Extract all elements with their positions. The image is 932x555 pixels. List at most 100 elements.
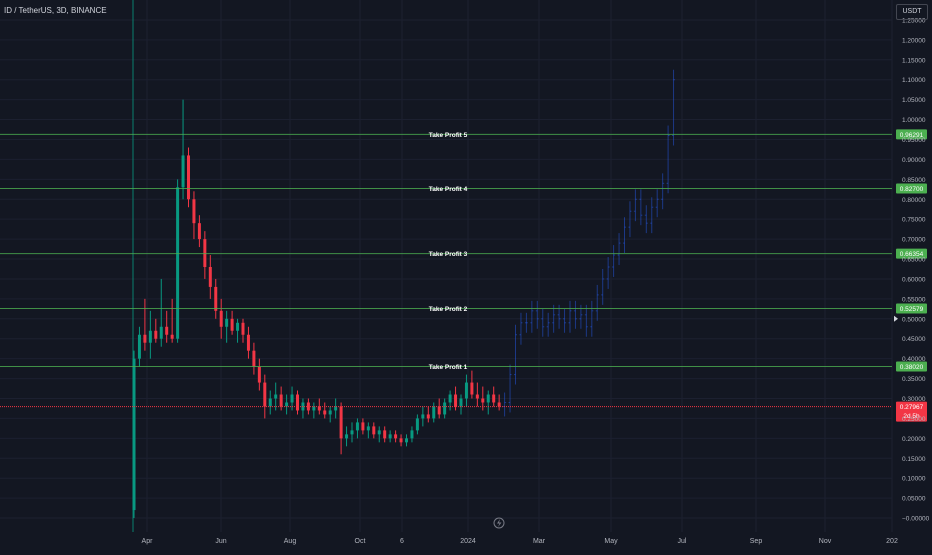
x-tick-label: Nov	[819, 538, 832, 545]
candle-body	[159, 326, 163, 339]
currency-button[interactable]: USDT	[896, 4, 928, 20]
candle-body	[257, 366, 261, 383]
current-price-value: 0.27967	[900, 404, 924, 411]
candle-body	[192, 199, 196, 224]
candle-body	[176, 187, 180, 339]
y-tick-label: 0.60000	[902, 276, 926, 283]
candle-body	[464, 382, 468, 399]
y-tick-label: 0.65000	[902, 257, 926, 264]
candle-body	[225, 318, 229, 327]
y-tick-label: 1.00000	[902, 117, 926, 124]
y-tick-label: 0.40000	[902, 356, 926, 363]
candle-body	[366, 426, 370, 431]
candle-body	[252, 350, 256, 367]
y-tick-label: 0.35000	[902, 376, 926, 383]
countdown-text: 2d 5h	[903, 413, 920, 420]
y-tick-label: 0.30000	[902, 396, 926, 403]
candle-body	[296, 394, 299, 411]
candle-body	[208, 267, 212, 287]
candle-body	[317, 406, 321, 411]
candle-body	[170, 334, 174, 339]
x-tick-label: Aug	[284, 538, 297, 545]
candle-body	[486, 394, 490, 403]
candle-body	[285, 402, 289, 407]
candle-body	[203, 239, 207, 267]
take-profit-label: Take Profit 2	[429, 306, 468, 313]
candle-body	[410, 430, 414, 439]
grid	[0, 0, 893, 532]
take-profit-tag-text: 0.66354	[900, 251, 924, 258]
candle-body	[421, 414, 425, 419]
x-tick-label: Sep	[750, 538, 763, 545]
candle-body	[383, 430, 387, 439]
x-tick-label: May	[604, 538, 618, 545]
take-profit-label: Take Profit 4	[429, 186, 468, 193]
candle-body	[443, 402, 447, 415]
y-tick-label: −0.00000	[902, 516, 930, 523]
candle-body	[475, 394, 479, 399]
take-profit-tag-text: 0.96291	[900, 132, 924, 139]
candle-body	[219, 310, 223, 327]
take-profit-label: Take Profit 1	[429, 364, 468, 371]
candle-body	[415, 418, 419, 431]
take-profit-lines: Take Profit 5 0.96291 Take Profit 4 0.82700…	[0, 129, 927, 372]
y-tick-label: 0.70000	[902, 237, 926, 244]
candle-body	[339, 406, 343, 439]
x-tick-label: Jun	[215, 538, 226, 545]
take-profit-label: Take Profit 3	[429, 251, 468, 258]
take-profit-tag	[896, 303, 927, 314]
candle-body	[263, 382, 267, 407]
candle-body	[246, 334, 250, 351]
y-tick-label: 0.05000	[902, 496, 926, 503]
candle-body	[197, 223, 201, 240]
candle-body	[399, 438, 403, 443]
symbol-title: ID / TetherUS, 3D, BINANCE	[4, 6, 107, 15]
candle-body	[148, 330, 152, 343]
candle-body	[350, 430, 354, 435]
current-price-tag	[896, 401, 927, 422]
candle-body	[334, 406, 338, 411]
candle-body	[181, 155, 185, 188]
candle-body	[187, 155, 190, 200]
y-tick-label: 0.10000	[902, 476, 926, 483]
lightning-icon-bolt	[497, 519, 502, 527]
y-tick-label: 1.10000	[902, 77, 926, 84]
y-tick-label: 0.15000	[902, 456, 926, 463]
candle-body	[459, 398, 463, 407]
x-tick-label: 202	[886, 538, 898, 545]
take-profit-tag	[896, 183, 927, 194]
y-tick-label: 1.25000	[902, 17, 926, 24]
candle-body	[388, 434, 392, 439]
candle-body	[492, 394, 496, 403]
chart-icons	[493, 315, 898, 529]
y-tick-label: 0.45000	[902, 336, 926, 343]
candle-body	[143, 334, 147, 343]
candle-body	[355, 422, 359, 431]
candle-body	[230, 318, 234, 331]
candle-body	[345, 434, 349, 439]
y-tick-label: 1.20000	[902, 37, 926, 44]
take-profit-tag	[896, 129, 927, 140]
candle-body	[454, 394, 458, 407]
take-profit-tag-text: 0.38020	[900, 364, 924, 371]
candle-body	[481, 398, 485, 403]
price-marker-icon	[894, 315, 898, 322]
price-axis[interactable]: 1.25000 1.20000 1.15000 1.10000 1.05000 1.000…	[902, 17, 930, 522]
candle-body	[426, 414, 430, 419]
candle-body	[377, 430, 381, 435]
candle-body	[214, 286, 218, 311]
take-profit-tag	[896, 248, 927, 259]
candle-body	[137, 334, 141, 359]
x-tick-label: Apr	[142, 538, 154, 545]
lightning-icon-ring	[493, 517, 505, 529]
candle-body	[165, 326, 169, 335]
current-price-line: 0.27967 2d 5h	[0, 401, 927, 422]
y-tick-label: 0.85000	[902, 177, 926, 184]
y-tick-label: 0.95000	[902, 137, 926, 144]
time-axis[interactable]: Apr Jun Aug Oct 6 2024 Mar May Jul Sep Nov 202	[142, 538, 898, 545]
y-tick-label: 1.05000	[902, 97, 926, 104]
candle-body	[241, 322, 245, 335]
y-tick-label: 0.80000	[902, 197, 926, 204]
